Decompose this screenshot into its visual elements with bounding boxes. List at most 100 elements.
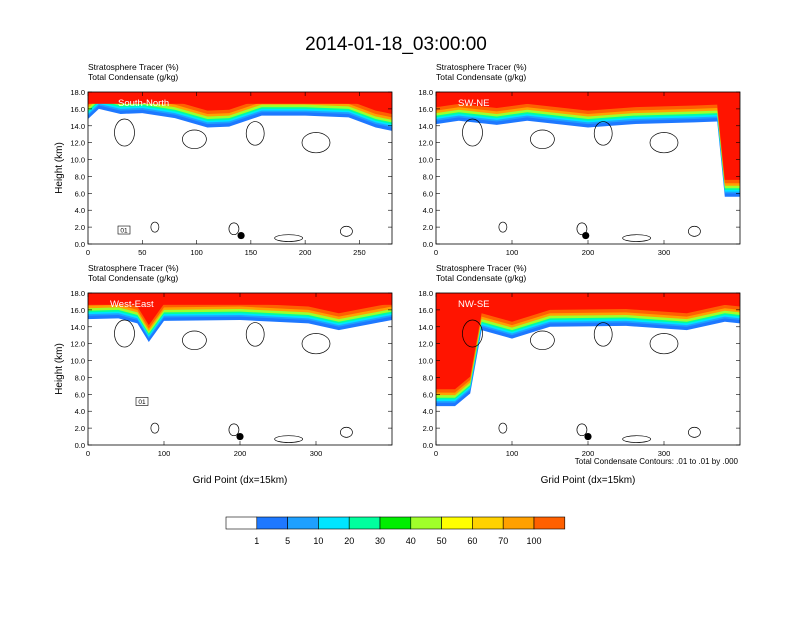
- x-tick-label: 200: [234, 449, 247, 458]
- x-tick-label: 0: [86, 248, 90, 257]
- x-tick-label: 150: [245, 248, 258, 257]
- x-tick-label: 300: [658, 449, 671, 458]
- colorbar-swatch: [441, 516, 473, 530]
- condensate-contour: [228, 423, 240, 437]
- panel-south-north: Stratosphere Tracer (%)Total Condensate …: [54, 62, 393, 257]
- condensate-contour: [182, 129, 207, 149]
- panel-header-condensate: Total Condensate (g/kg): [88, 273, 178, 283]
- condensate-contour: [688, 426, 701, 438]
- y-tick-label: 10.0: [70, 357, 85, 366]
- colorbar-label: 100: [526, 536, 541, 546]
- condensate-contour: [114, 118, 135, 147]
- y-tick-label: 8.0: [75, 172, 85, 181]
- y-tick-label: 4.0: [423, 206, 433, 215]
- x-tick-label: 300: [310, 449, 323, 458]
- condensate-contour: [649, 333, 679, 355]
- colorbar-label: 40: [406, 536, 416, 546]
- y-tick-label: 8.0: [423, 172, 433, 181]
- panel-header-tracer: Stratosphere Tracer (%): [88, 263, 179, 273]
- condensate-contour: [274, 234, 303, 242]
- tracer-band: [88, 293, 392, 305]
- x-tick-label: 100: [506, 248, 519, 257]
- colorbar-label: 50: [437, 536, 447, 546]
- y-axis-label: Height (km): [54, 142, 65, 194]
- y-tick-label: 16.0: [418, 306, 433, 315]
- tracer-band: [436, 293, 740, 390]
- panel-label: NW-SE: [458, 299, 490, 310]
- y-tick-label: 10.0: [70, 156, 85, 165]
- panels: Stratosphere Tracer (%)Total Condensate …: [54, 62, 741, 486]
- surface-marker: [237, 231, 245, 240]
- colorbar-label: 1: [254, 536, 259, 546]
- panel-header-tracer: Stratosphere Tracer (%): [88, 62, 179, 72]
- condensate-contour: [498, 422, 508, 434]
- colorbar-swatch: [318, 516, 350, 530]
- y-tick-label: 14.0: [70, 122, 85, 131]
- y-tick-label: 6.0: [423, 390, 433, 399]
- colorbar-swatch: [410, 516, 442, 530]
- y-tick-label: 6.0: [423, 189, 433, 198]
- y-tick-label: 8.0: [75, 373, 85, 382]
- condensate-contour: [301, 132, 331, 154]
- y-tick-label: 18.0: [70, 88, 85, 97]
- colorbar-swatch: [256, 516, 288, 530]
- condensate-contour: [245, 121, 265, 146]
- y-tick-label: 0.0: [75, 240, 85, 249]
- condensate-contour: [622, 234, 651, 242]
- x-tick-label: 300: [658, 248, 671, 257]
- panel-label: West-East: [110, 299, 154, 310]
- panel-label: SW-NE: [458, 98, 490, 109]
- y-tick-label: 12.0: [70, 340, 85, 349]
- condensate-contour: [182, 330, 207, 350]
- plot-frame: [87, 91, 393, 245]
- condensate-contour: [593, 121, 613, 146]
- tracer-field: [88, 293, 392, 443]
- y-tick-label: 10.0: [418, 156, 433, 165]
- colorbar-label: 70: [498, 536, 508, 546]
- panel-header-tracer: Stratosphere Tracer (%): [436, 263, 527, 273]
- y-tick-label: 2.0: [75, 223, 85, 232]
- condensate-contour: [576, 222, 588, 236]
- colorbar-swatch: [533, 516, 566, 530]
- y-tick-label: 2.0: [423, 424, 433, 433]
- colorbar: 1 5 10 20 30 40 50 60 70 100: [225, 516, 566, 546]
- tracer-field: [436, 293, 740, 443]
- panel-west-east: Stratosphere Tracer (%)Total Condensate …: [54, 263, 393, 486]
- x-axis-label: Grid Point (dx=15km): [541, 475, 636, 486]
- y-tick-label: 16.0: [70, 105, 85, 114]
- condensate-contour: [301, 333, 331, 355]
- colorbar-swatch: [287, 516, 319, 530]
- colorbar-label: 30: [375, 536, 385, 546]
- x-tick-label: 100: [506, 449, 519, 458]
- y-tick-label: 10.0: [418, 357, 433, 366]
- condensate-contour: [462, 319, 483, 348]
- condensate-contour: [150, 422, 160, 434]
- panel-sw-ne: Stratosphere Tracer (%)Total Condensate …: [418, 62, 741, 257]
- condensate-contour: [593, 322, 613, 347]
- colorbar-label: 20: [344, 536, 354, 546]
- y-tick-label: 4.0: [75, 407, 85, 416]
- y-tick-label: 2.0: [75, 424, 85, 433]
- panel-header-condensate: Total Condensate (g/kg): [436, 72, 526, 82]
- panel-header-tracer: Stratosphere Tracer (%): [436, 62, 527, 72]
- y-tick-label: 4.0: [423, 407, 433, 416]
- panel-nw-se: Stratosphere Tracer (%) Total Condensate …: [418, 263, 741, 486]
- x-tick-label: 0: [434, 449, 438, 458]
- x-tick-label: 200: [582, 248, 595, 257]
- surface-marker: [236, 432, 244, 441]
- tracer-field: [88, 92, 392, 242]
- x-tick-label: 0: [86, 449, 90, 458]
- contour-label: 01: [120, 228, 128, 235]
- condensate-contour: [462, 118, 483, 147]
- y-tick-label: 18.0: [70, 289, 85, 298]
- y-tick-label: 0.0: [75, 441, 85, 450]
- colorbar-swatch: [502, 516, 535, 530]
- contour-footnote: Total Condensate Contours: .01 to .01 by…: [575, 457, 739, 466]
- tracer-field: [436, 92, 740, 242]
- x-tick-label: 200: [582, 449, 595, 458]
- y-tick-label: 2.0: [423, 223, 433, 232]
- condensate-contour: [340, 225, 353, 237]
- condensate-contour: [530, 129, 555, 149]
- contour-label-box: [117, 225, 131, 235]
